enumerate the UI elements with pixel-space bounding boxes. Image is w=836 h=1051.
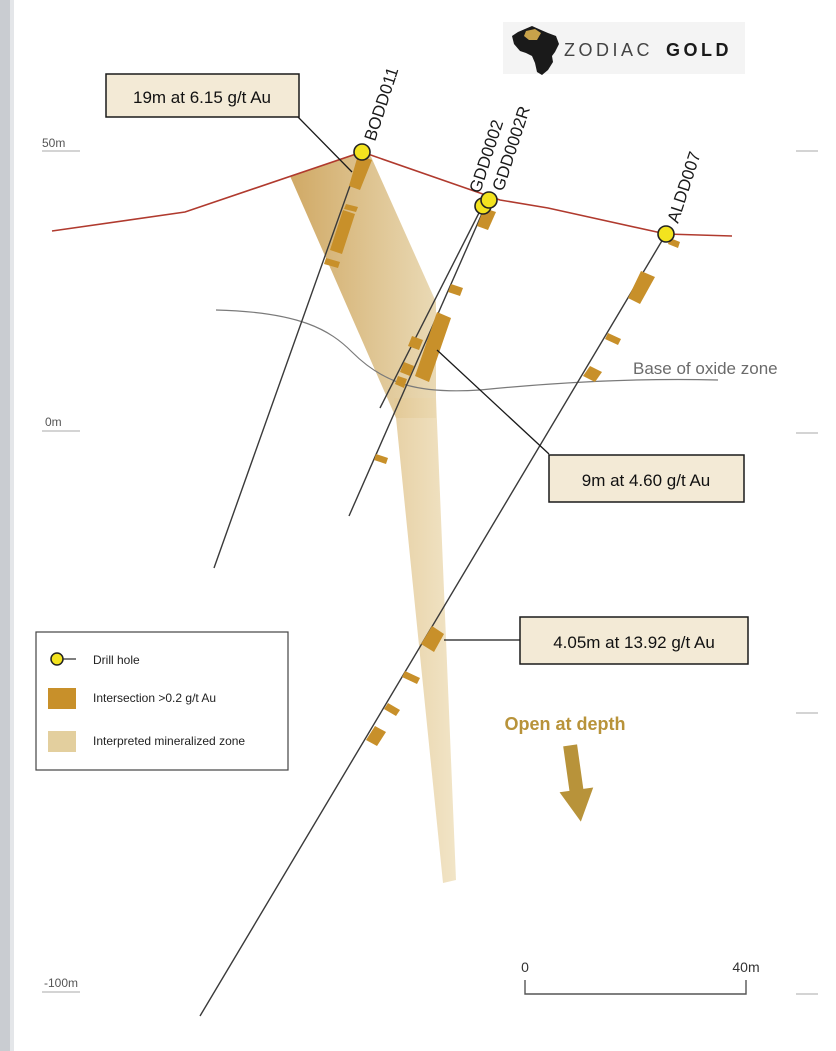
intersection-segment xyxy=(408,336,423,350)
africa-map-highlight xyxy=(524,29,541,40)
drill-collar-gdd0002r[interactable] xyxy=(480,191,498,209)
mineralized-zone-upper xyxy=(290,150,436,418)
open-at-depth-label: Open at depth xyxy=(505,714,626,734)
callout-text-2: 9m at 4.60 g/t Au xyxy=(582,471,711,490)
drill-trace-bodd011 xyxy=(213,151,363,569)
intersections-aldd007 xyxy=(366,238,680,746)
drill-trace-gdd0002 xyxy=(379,204,484,409)
legend-drill-hole-icon xyxy=(50,652,64,666)
logo-brand-bold: GOLD xyxy=(666,40,732,60)
legend-drill-hole-label: Drill hole xyxy=(93,653,140,667)
scale-label-end: 40m xyxy=(732,959,759,975)
drill-collar-bodd011[interactable] xyxy=(353,143,371,161)
intersection-segment xyxy=(330,210,355,254)
callout-box-3 xyxy=(519,616,749,665)
legend-intersection-swatch xyxy=(48,688,76,709)
callout-text-3: 4.05m at 13.92 g/t Au xyxy=(553,633,715,652)
intersection-segment xyxy=(421,626,444,652)
elevation-label-50m: 50m xyxy=(42,136,65,150)
intersection-segment xyxy=(324,258,340,268)
paper-left-shadow xyxy=(10,0,14,1051)
elevation-label-0m: 0m xyxy=(45,415,62,429)
intersection-segment xyxy=(400,362,414,376)
intersection-segment xyxy=(448,284,463,296)
callout-box-2 xyxy=(548,454,745,503)
intersection-segment xyxy=(583,366,602,382)
intersection-segment xyxy=(477,208,496,230)
intersection-segment xyxy=(395,376,407,388)
open-at-depth-arrow xyxy=(559,744,594,822)
intersection-segment xyxy=(344,204,358,212)
intersection-segment xyxy=(366,726,386,746)
callout-leader-1 xyxy=(297,116,353,173)
callout-leader-2 xyxy=(436,349,550,455)
intersections-gdd0002 xyxy=(374,208,496,464)
scale-label-start: 0 xyxy=(521,959,529,975)
callout-text-1: 19m at 6.15 g/t Au xyxy=(133,88,271,107)
scale-bar xyxy=(524,980,747,995)
intersection-segment xyxy=(415,312,451,382)
drill-trace-aldd007 xyxy=(199,233,667,1017)
oxide-zone-label: Base of oxide zone xyxy=(633,359,778,378)
elevation-label-minus100m: -100m xyxy=(44,976,78,990)
intersections-bodd011 xyxy=(324,155,372,268)
africa-map-icon xyxy=(512,26,559,75)
intersection-segment xyxy=(374,454,388,464)
intersection-segment xyxy=(628,271,655,304)
intersection-segment xyxy=(605,333,621,345)
legend-zone-label: Interpreted mineralized zone xyxy=(93,734,245,748)
company-logo: ZODIAC GOLD xyxy=(503,22,745,75)
intersection-segment xyxy=(402,671,420,684)
logo-brand-light: ZODIAC xyxy=(564,40,653,60)
drill-collar-aldd007[interactable] xyxy=(657,225,675,243)
legend-box xyxy=(35,631,289,771)
legend-intersection-label: Intersection >0.2 g/t Au xyxy=(93,691,216,705)
intersection-segment xyxy=(384,703,400,716)
oxide-zone-boundary xyxy=(215,309,719,392)
legend: Drill hole Intersection >0.2 g/t Au Inte… xyxy=(35,631,289,771)
intersection-segment xyxy=(349,155,372,190)
drill-trace-gdd0002r xyxy=(348,199,489,517)
callout-box-1 xyxy=(105,73,300,118)
legend-zone-swatch xyxy=(48,731,76,752)
